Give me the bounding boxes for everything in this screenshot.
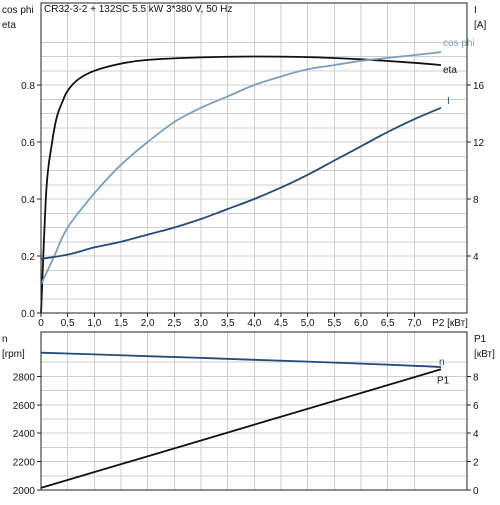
left-tick-label: 0.8	[21, 81, 35, 92]
right-tick-label: 6	[473, 401, 479, 412]
current-curve	[40, 106, 442, 260]
x-tick-label: 4,5	[274, 318, 288, 329]
x-tick-label: 7,0	[407, 318, 421, 329]
x-tick-label: 2,5	[167, 318, 181, 329]
left-axis-title-top: n	[2, 334, 8, 345]
series-label: I	[447, 96, 450, 107]
left-axis-title-bottom: [rpm]	[2, 349, 25, 360]
series-label: n	[439, 357, 445, 368]
chart-title: CR32-3-2 + 132SC 5.5 kW 3*380 V, 50 Hz	[44, 4, 232, 15]
right-tick-label: 0	[473, 486, 479, 497]
x-tick-label: 6,0	[354, 318, 368, 329]
x-tick-label: 0	[38, 318, 44, 329]
eta-curve	[40, 55, 442, 314]
x-tick-label: 3,0	[194, 318, 208, 329]
right-tick-label: 8	[473, 372, 479, 383]
x-tick-label: 4,0	[247, 318, 261, 329]
left-tick-label: 2600	[13, 401, 36, 412]
plot-frame	[40, 331, 468, 491]
left-tick-label: 2200	[13, 458, 36, 469]
right-axis-title-bottom: [кВт]	[474, 349, 495, 360]
x-tick-label: 5,0	[301, 318, 315, 329]
x-axis-label: P2 [кВт]	[432, 318, 468, 329]
x-tick-label: 0,5	[61, 318, 75, 329]
x-tick-label: 1,5	[114, 318, 128, 329]
series-label: cos phi	[443, 38, 475, 49]
x-tick-label: 1,0	[87, 318, 101, 329]
right-tick-label: 12	[473, 138, 485, 149]
right-axis-title-top: I	[474, 5, 477, 16]
x-tick-label: 2,0	[141, 318, 155, 329]
left-axis-title-bottom: eta	[2, 20, 16, 31]
right-axis-title-top: P1	[474, 334, 487, 345]
x-tick-label: 5,5	[327, 318, 341, 329]
series-label: eta	[443, 65, 457, 76]
right-tick-label: 2	[473, 458, 479, 469]
left-tick-label: 0.4	[21, 195, 35, 206]
left-tick-label: 2800	[13, 372, 36, 383]
x-tick-label: 3,5	[221, 318, 235, 329]
series-label: P1	[437, 375, 450, 386]
left-tick-label: 2400	[13, 429, 36, 440]
speed-curve	[40, 351, 442, 368]
right-axis-title-bottom: [A]	[474, 20, 486, 31]
right-tick-label: 4	[473, 252, 479, 263]
left-tick-label: 0.2	[21, 252, 35, 263]
left-tick-label: 0.0	[21, 309, 35, 320]
left-tick-label: 2000	[13, 486, 36, 497]
p1-curve	[40, 368, 442, 489]
right-tick-label: 8	[473, 195, 479, 206]
left-tick-label: 0.6	[21, 138, 35, 149]
right-tick-label: 4	[473, 429, 479, 440]
x-tick-label: 6,5	[381, 318, 395, 329]
cos-phi-curve	[40, 51, 442, 285]
right-tick-label: 16	[473, 81, 485, 92]
left-axis-title-top: cos phi	[2, 5, 34, 16]
